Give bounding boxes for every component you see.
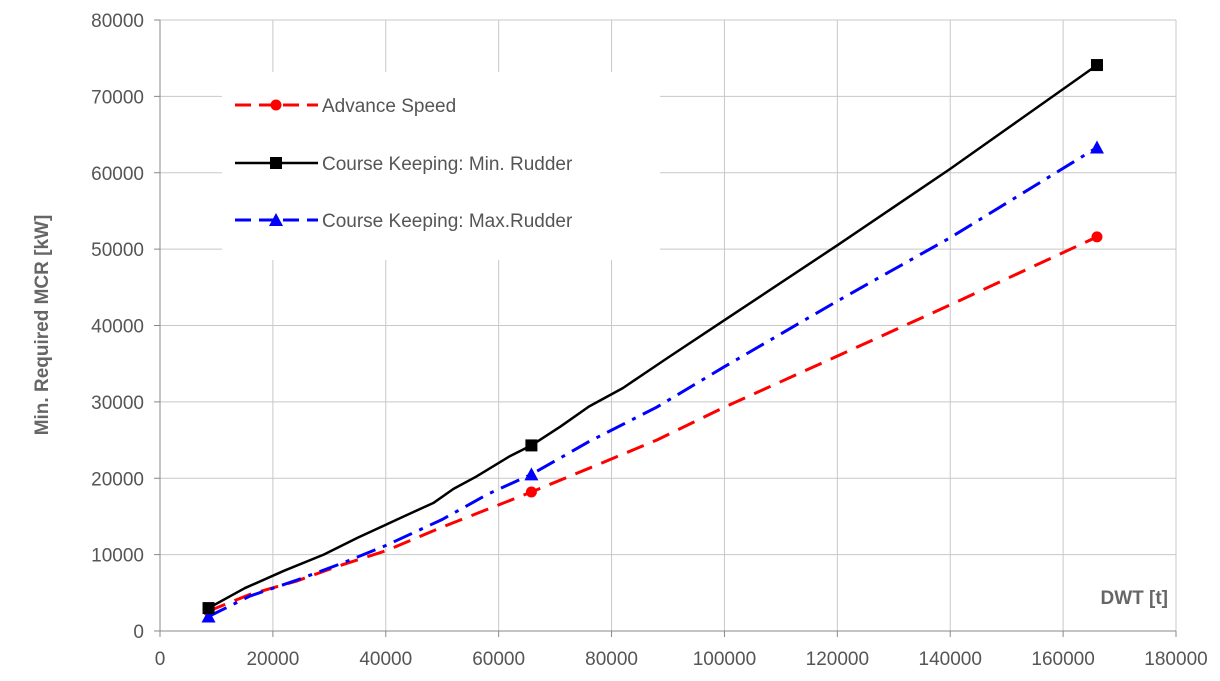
x-tick-label: 80000	[585, 649, 638, 670]
y-tick-label: 50000	[91, 240, 144, 261]
series-max-rudder	[201, 140, 1104, 623]
data-point-min-rudder	[525, 439, 538, 452]
x-tick-label: 140000	[919, 649, 982, 670]
legend-marker-max-rudder	[269, 213, 283, 226]
series-line-min-rudder	[207, 64, 1098, 610]
y-tick-label: 20000	[91, 469, 144, 490]
data-point-max-rudder	[201, 609, 216, 623]
series-min-rudder	[202, 59, 1103, 615]
data-point-min-rudder	[202, 602, 215, 615]
legend-symbol-max-rudder	[235, 213, 318, 226]
legend-label-max-rudder: Course Keeping: Max.Rudder	[322, 211, 573, 232]
legend-marker-advance-speed	[270, 99, 282, 111]
series-lines	[201, 59, 1104, 623]
y-tick-label: 40000	[91, 317, 144, 338]
x-tick-label: 40000	[359, 649, 412, 670]
y-tick-label: 70000	[91, 87, 144, 108]
legend-label-min-rudder: Course Keeping: Min. Rudder	[322, 154, 573, 175]
x-tick-label: 0	[155, 649, 166, 670]
x-tick-label: 20000	[246, 649, 299, 670]
data-point-advance-speed	[1091, 231, 1103, 243]
x-tick-label: 160000	[1031, 649, 1094, 670]
x-axis-title: DWT [t]	[1100, 588, 1168, 609]
tick-labels: 0 20000 40000 60000 80000 100000 120000 140000 1…	[91, 11, 1208, 670]
x-tick-label: 60000	[472, 649, 525, 670]
data-point-min-rudder	[1090, 59, 1103, 72]
legend-marker-min-rudder	[270, 157, 282, 169]
legend-box	[222, 72, 660, 260]
y-tick-label: 60000	[91, 164, 144, 185]
data-point-max-rudder	[1089, 140, 1104, 154]
data-point-advance-speed	[525, 486, 537, 498]
data-point-max-rudder	[524, 467, 539, 481]
y-tick-label: 30000	[91, 393, 144, 414]
legend-item-max-rudder: Course Keeping: Max.Rudder	[235, 211, 573, 232]
y-tick-label: 0	[133, 622, 144, 643]
x-tick-label: 180000	[1144, 649, 1207, 670]
legend-item-min-rudder: Course Keeping: Min. Rudder	[235, 154, 573, 175]
series-line-max-rudder	[207, 146, 1098, 618]
legend-item-advance-speed: Advance Speed	[235, 96, 456, 117]
x-tick-label: 120000	[806, 649, 869, 670]
legend-symbol-min-rudder	[235, 157, 318, 169]
y-tick-label: 10000	[91, 546, 144, 567]
legend: Advance Speed Course Keeping: Min. Rudde…	[222, 72, 660, 260]
y-tick-label: 80000	[91, 11, 144, 32]
y-axis-title: Min. Required MCR [kW]	[32, 215, 53, 436]
x-tick-label: 100000	[693, 649, 756, 670]
legend-label-advance-speed: Advance Speed	[322, 96, 456, 117]
legend-symbol-advance-speed	[235, 99, 318, 111]
